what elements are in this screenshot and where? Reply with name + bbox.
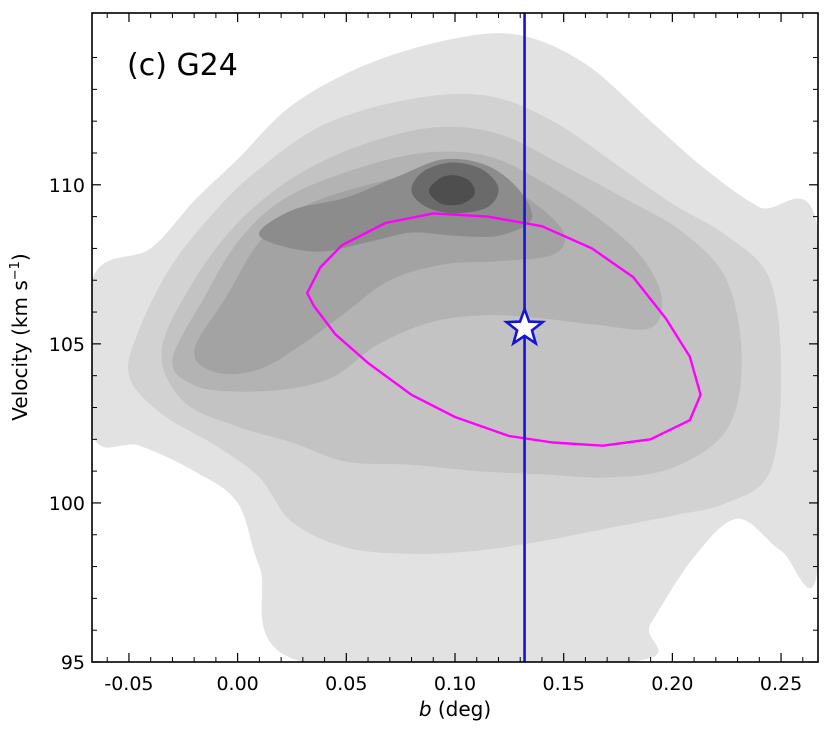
- x-tick-label: -0.05: [104, 673, 153, 695]
- x-axis-label: b (deg): [419, 697, 491, 721]
- contour-level-8: [428, 175, 475, 206]
- y-axis-label-sup: −1: [8, 261, 23, 280]
- magenta-ellipse: [306, 212, 702, 447]
- y-tick-label: 100: [49, 493, 85, 515]
- x-tick-label: 0.10: [434, 673, 476, 695]
- x-tick-label: 0.20: [651, 673, 693, 695]
- y-tick-label: 95: [61, 652, 85, 674]
- contour-layer: [92, 33, 818, 662]
- panel-label: (c) G24: [127, 48, 238, 83]
- x-tick-label: 0.15: [543, 673, 585, 695]
- star-icon: [502, 305, 547, 347]
- x-axis-unit: (deg): [432, 697, 492, 721]
- y-tick-label: 110: [49, 175, 85, 197]
- y-axis-label-main: Velocity (km s: [8, 280, 32, 420]
- x-axis-variable: b: [419, 697, 432, 721]
- x-tick-label: 0.05: [325, 673, 367, 695]
- x-axis: -0.05 0.00 0.05 0.10 0.15 0.20 0.25: [104, 13, 804, 695]
- x-tick-label: 0.00: [216, 673, 258, 695]
- y-axis-label-close: ): [8, 253, 32, 261]
- y-axis-label: Velocity (km s−1): [8, 253, 32, 420]
- overlay-layer: [306, 13, 702, 662]
- y-axis: 95 100 105 110: [49, 57, 818, 674]
- y-tick-label: 105: [49, 334, 85, 356]
- x-tick-label: 0.25: [760, 673, 802, 695]
